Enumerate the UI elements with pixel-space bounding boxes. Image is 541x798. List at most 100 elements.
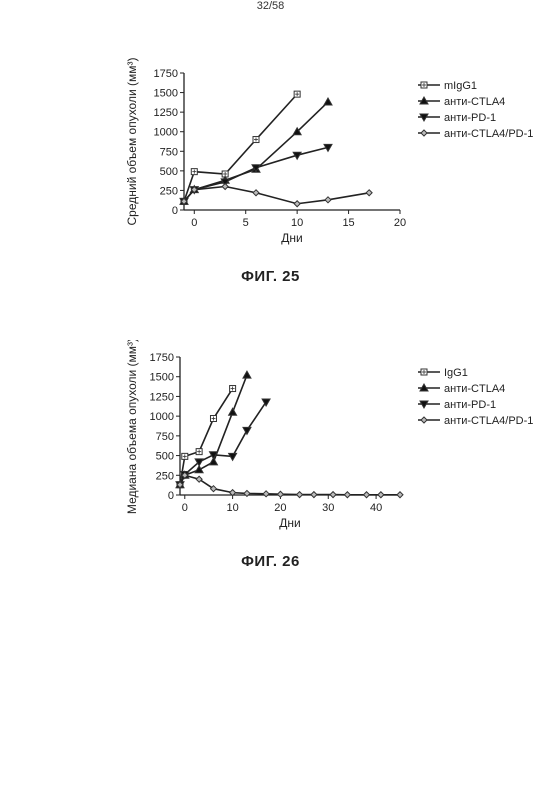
chart1-legend-marker <box>420 416 428 424</box>
chart1-series-анти-ctla4-pd-1-point <box>276 490 285 498</box>
chart1-series-анти-ctla4-pd-1-point <box>243 489 251 498</box>
chart0-series-анти-ctla4-pd-1-point <box>293 200 301 208</box>
chart1-series-анти-ctla4-pd-1 <box>176 471 404 499</box>
chart1-series-анти-ctla4-pd-1-point <box>329 490 337 499</box>
chart1-series-анти-ctla4-point <box>242 370 252 379</box>
chart1-series-анти-ctla4-point <box>194 464 204 474</box>
chart1-series-igg1-line <box>179 388 234 485</box>
chart1-y-tick-label: 1000 <box>150 411 174 423</box>
chart1-series-анти-ctla4 <box>175 370 252 489</box>
chart1-series-анти-ctla4-pd-1-point <box>295 490 304 499</box>
chart1-series-анти-ctla4-point <box>208 456 219 466</box>
chart1-series-анти-ctla4-pd-1-point <box>209 484 218 493</box>
chart1-series-анти-pd-1-point <box>208 451 219 460</box>
chart1-y-tick-label: 1250 <box>150 391 174 403</box>
chart1-y-tick-label: 1500 <box>150 372 174 384</box>
chart0-legend-marker <box>419 113 429 123</box>
chart1-series-анти-ctla4-pd-1-point <box>181 471 189 479</box>
chart0-y-tick-label: 750 <box>160 146 178 158</box>
chart1-series-анти-pd-1 <box>175 398 271 490</box>
chart1-series-анти-pd-1-point <box>227 452 238 462</box>
chart0-x-tick-label: 15 <box>342 217 354 229</box>
chart0-legend-marker <box>420 129 428 137</box>
chart0-x-tick-label: 10 <box>291 217 303 229</box>
chart1-legend-entry: анти-PD-1 <box>418 399 496 411</box>
chart1-series-анти-ctla4-pd-1-point <box>396 491 404 499</box>
chart0-series-анти-pd-1-point <box>220 178 231 187</box>
chart1-y-tick-label: 750 <box>156 431 174 443</box>
chart0-y-tick-label: 0 <box>172 205 178 217</box>
chart0-legend-label: анти-CTLA4 <box>444 96 505 108</box>
chart1-series-анти-pd-1-point <box>261 398 271 407</box>
chart1-y-tick-label: 250 <box>156 470 174 482</box>
chart0-y-tick-label: 1250 <box>154 107 178 119</box>
chart1-x-tick-label: 10 <box>226 502 238 514</box>
figure-26-caption: ФИГ. 26 <box>241 553 300 570</box>
figure-26-chart: 0 250 500 750 1000 1250 1500 1750 0 10 20 30 40 Дни Ме… <box>125 340 533 530</box>
chart1-series-анти-ctla4-point <box>227 407 238 416</box>
chart0-x-tick-label: 0 <box>191 217 197 229</box>
chart1-legend-entry: IgG1 <box>418 367 468 379</box>
chart0-legend-entry: анти-CTLA4/PD-1 <box>418 128 533 140</box>
chart0-x-tick-label: 5 <box>243 217 249 229</box>
chart0-legend-entry: анти-PD-1 <box>418 112 496 124</box>
chart0-series-анти-ctla4-pd-1-point <box>180 197 188 206</box>
chart1-series-анти-ctla4-pd-1-point <box>262 490 270 498</box>
chart0-series-анти-ctla4-pd-1-point <box>365 189 373 197</box>
chart1-x-tick-label: 40 <box>370 502 382 514</box>
chart0-series-анти-ctla4-pd-1 <box>180 182 373 208</box>
chart0-y-tick-label: 1000 <box>154 127 178 139</box>
chart1-series-анти-ctla4-pd-1-point <box>176 481 184 489</box>
chart1-legend-entry: анти-CTLA4 <box>418 382 505 395</box>
chart1-y-axis-label: Медиана объема опухоли (мм³) <box>125 340 139 514</box>
chart0-legend-entry: mIgG1 <box>418 80 477 92</box>
chart1-x-tick-label: 20 <box>274 502 286 514</box>
chart0-legend-label: анти-CTLA4/PD-1 <box>444 128 533 140</box>
chart0-series-анти-ctla4-point <box>323 96 333 106</box>
chart0-x-axis-label: Дни <box>281 231 302 245</box>
figure-25-caption: ФИГ. 25 <box>241 268 300 285</box>
chart0-series-анти-ctla4-pd-1-point <box>221 182 229 191</box>
chart1-series-анти-pd-1-point <box>194 458 204 467</box>
chart1-series-анти-ctla4-pd-1-point <box>228 488 237 497</box>
chart0-y-tick-label: 1750 <box>154 68 178 80</box>
chart1-legend-label: анти-PD-1 <box>444 399 496 411</box>
chart0-y-tick-label: 1500 <box>154 88 178 100</box>
chart1-x-tick-label: 0 <box>182 502 188 514</box>
chart1-x-tick-label: 30 <box>322 502 334 514</box>
chart0-y-tick-label: 500 <box>160 166 178 178</box>
page-number: 32/58 <box>256 0 285 12</box>
chart0-series-анти-ctla4-pd-1-line <box>183 185 370 205</box>
chart1-legend-marker <box>419 400 429 410</box>
chart1-x-axis-label: Дни <box>279 516 300 530</box>
chart0-legend-entry: анти-CTLA4 <box>418 95 505 108</box>
chart0-series-анти-ctla4-pd-1-point <box>324 196 332 204</box>
chart0-series-migg1 <box>180 90 301 205</box>
chart1-legend-entry: анти-CTLA4/PD-1 <box>418 415 533 427</box>
chart1-legend-label: IgG1 <box>444 367 468 379</box>
chart1-series-анти-ctla4-pd-1-point <box>195 475 203 483</box>
chart0-series-анти-pd-1-point <box>251 164 261 173</box>
chart1-series-анти-ctla4-pd-1-point <box>362 491 371 499</box>
chart0-y-axis-label: Средний объем опухоли (мм³) <box>125 58 139 226</box>
chart1-series-анти-pd-1-point <box>242 426 252 436</box>
chart1-y-tick-label: 500 <box>156 451 174 463</box>
chart0-series-анти-pd-1-point <box>323 143 333 153</box>
chart0-series-анти-ctla4-pd-1-point <box>252 189 260 197</box>
chart0-series-анти-ctla4-pd-1-point <box>190 185 198 194</box>
chart1-legend-label: анти-CTLA4 <box>444 383 505 395</box>
chart0-x-tick-label: 20 <box>394 217 406 229</box>
chart1-y-tick-label: 1750 <box>150 352 174 364</box>
chart0-legend-marker <box>419 95 429 105</box>
chart1-legend-label: анти-CTLA4/PD-1 <box>444 415 533 427</box>
chart1-y-tick-label: 0 <box>168 490 174 502</box>
chart1-series-анти-ctla4-pd-1-point <box>377 491 385 499</box>
chart0-legend-label: анти-PD-1 <box>444 112 496 124</box>
chart0-series-анти-ctla4-point <box>292 126 303 136</box>
chart1-legend-marker <box>419 382 429 392</box>
chart1-series-анти-ctla4-pd-1-point <box>310 490 318 499</box>
chart1-series-анти-ctla4-line <box>179 374 248 486</box>
figure-25-chart: 0 250 500 750 1000 1250 1500 1750 0 5 10 15 20 Дни Сре… <box>125 58 533 245</box>
chart0-y-tick-label: 250 <box>160 185 178 197</box>
chart0-legend-label: mIgG1 <box>444 80 477 92</box>
